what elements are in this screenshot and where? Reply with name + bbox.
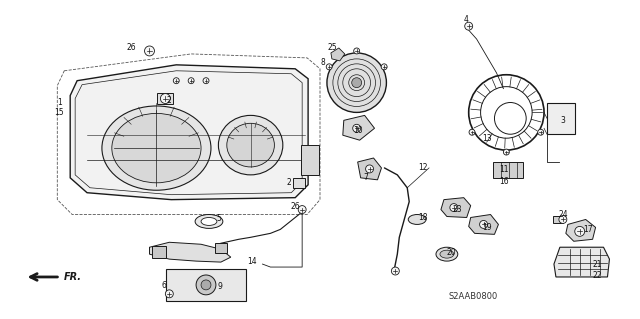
- Text: 24: 24: [558, 210, 568, 219]
- Text: 22: 22: [593, 271, 602, 280]
- Bar: [215, 243, 227, 253]
- Text: 15: 15: [54, 108, 64, 117]
- Circle shape: [479, 220, 488, 228]
- Text: 1: 1: [57, 98, 61, 107]
- Ellipse shape: [440, 250, 454, 258]
- Text: 10: 10: [353, 126, 362, 135]
- Circle shape: [381, 64, 387, 70]
- Circle shape: [353, 124, 361, 132]
- Text: 17: 17: [583, 225, 593, 234]
- Text: 3: 3: [561, 116, 565, 125]
- Circle shape: [201, 280, 211, 290]
- Circle shape: [165, 290, 173, 298]
- Bar: [493, 162, 524, 178]
- Polygon shape: [554, 247, 609, 277]
- Text: 11: 11: [500, 166, 509, 174]
- Circle shape: [504, 149, 509, 155]
- Circle shape: [327, 53, 387, 112]
- Ellipse shape: [218, 115, 283, 175]
- Circle shape: [161, 93, 170, 103]
- Circle shape: [298, 205, 306, 213]
- Ellipse shape: [227, 123, 275, 167]
- Polygon shape: [566, 219, 596, 241]
- Circle shape: [469, 129, 475, 135]
- Text: 4: 4: [463, 15, 468, 24]
- Circle shape: [188, 78, 194, 84]
- Circle shape: [365, 165, 374, 173]
- Circle shape: [450, 204, 458, 211]
- Circle shape: [559, 216, 567, 223]
- Text: 25: 25: [327, 43, 337, 53]
- Polygon shape: [468, 214, 499, 234]
- Circle shape: [538, 129, 543, 135]
- Bar: [152, 246, 166, 258]
- Ellipse shape: [436, 247, 458, 261]
- Text: 19: 19: [482, 223, 492, 232]
- Bar: [547, 102, 575, 134]
- Text: 7: 7: [363, 173, 368, 182]
- Ellipse shape: [102, 106, 211, 190]
- Text: 23: 23: [453, 205, 463, 214]
- Circle shape: [145, 46, 154, 56]
- Polygon shape: [441, 198, 470, 218]
- Text: 16: 16: [500, 177, 509, 186]
- Bar: [301, 145, 319, 175]
- Text: S2AAB0800: S2AAB0800: [449, 292, 498, 301]
- Text: 26: 26: [291, 202, 300, 211]
- Ellipse shape: [201, 218, 217, 226]
- Text: 5: 5: [216, 214, 221, 223]
- Text: 20: 20: [446, 248, 456, 257]
- Bar: [553, 216, 563, 223]
- Circle shape: [575, 226, 585, 236]
- Text: 21: 21: [593, 260, 602, 269]
- Polygon shape: [358, 158, 381, 180]
- Polygon shape: [343, 115, 374, 140]
- Bar: [157, 93, 173, 105]
- Circle shape: [196, 275, 216, 295]
- Circle shape: [203, 78, 209, 84]
- Ellipse shape: [112, 114, 201, 183]
- Text: 2: 2: [287, 178, 292, 187]
- Circle shape: [354, 48, 360, 54]
- Text: 26: 26: [127, 43, 136, 53]
- Text: 8: 8: [321, 58, 325, 67]
- Text: 13: 13: [482, 134, 492, 143]
- Bar: [293, 178, 305, 188]
- Bar: [166, 269, 246, 301]
- Circle shape: [352, 78, 362, 88]
- Polygon shape: [331, 48, 345, 61]
- Text: 9: 9: [218, 282, 222, 291]
- Ellipse shape: [408, 214, 426, 225]
- Text: 12: 12: [419, 163, 428, 173]
- Circle shape: [392, 267, 399, 275]
- Polygon shape: [70, 65, 308, 200]
- Circle shape: [173, 78, 179, 84]
- Text: 6: 6: [162, 281, 167, 290]
- Polygon shape: [150, 242, 231, 262]
- Circle shape: [326, 64, 332, 70]
- Text: 2: 2: [167, 96, 172, 105]
- Text: FR.: FR.: [64, 272, 83, 282]
- Text: 14: 14: [247, 256, 257, 266]
- Circle shape: [465, 22, 473, 30]
- Ellipse shape: [195, 214, 223, 228]
- Text: 18: 18: [419, 213, 428, 222]
